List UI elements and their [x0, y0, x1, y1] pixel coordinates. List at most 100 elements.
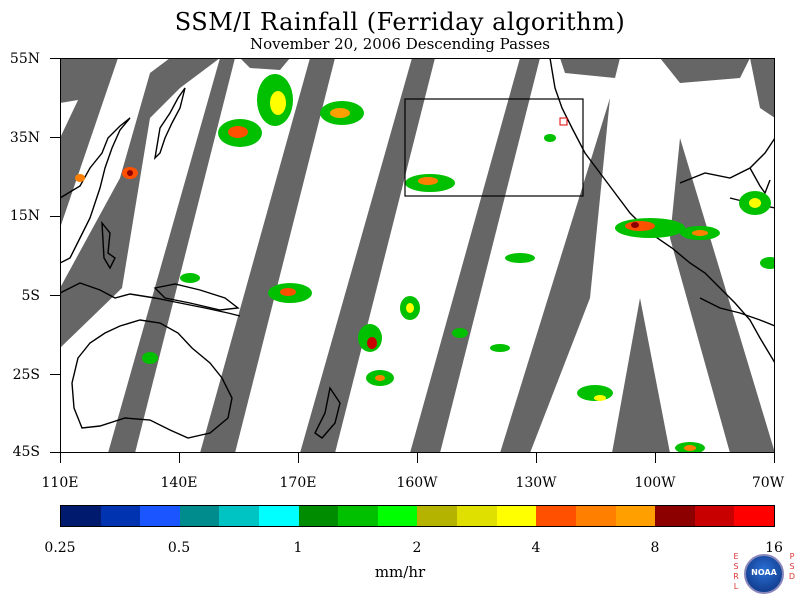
lon-label: 110E — [41, 475, 79, 491]
indonesia-coast — [60, 282, 241, 317]
colorbar-swatch — [457, 506, 497, 526]
lon-tick — [298, 453, 299, 463]
rain-patch — [127, 170, 133, 176]
philippines-coast — [101, 220, 116, 270]
swath-gap — [60, 58, 118, 228]
rain-patches — [75, 74, 775, 453]
colorbar-swatch — [100, 506, 141, 526]
asia-coast — [60, 117, 131, 264]
colorbar-label: 16 — [765, 540, 783, 556]
lat-label: 35N — [9, 130, 40, 146]
location-marker — [559, 117, 568, 126]
swath-gaps — [60, 58, 775, 453]
lon-tick — [774, 453, 775, 463]
units-label: mm/hr — [374, 563, 426, 581]
lon-label: 170E — [279, 475, 317, 491]
colorbar-label: 0.5 — [167, 540, 191, 556]
swath-gap — [410, 58, 540, 453]
colorbar-swatch — [338, 506, 378, 526]
colorbar-label: 2 — [412, 540, 422, 556]
florida-coast — [749, 167, 771, 195]
lat-label: 25S — [12, 367, 40, 383]
rainfall-map — [60, 58, 775, 453]
colorbar-swatch — [219, 506, 260, 526]
colorbar — [60, 505, 775, 527]
colorbar-swatch — [655, 506, 695, 526]
colorbar-swatch — [575, 506, 616, 526]
rain-patch — [692, 230, 708, 236]
rain-patch — [75, 174, 85, 182]
rain-patch — [330, 108, 350, 118]
rain-patch — [406, 303, 414, 313]
rain-patch — [594, 395, 606, 401]
rain-patch — [760, 257, 775, 269]
lon-tick — [536, 453, 537, 463]
lat-label: 15N — [9, 208, 40, 224]
swath-gap — [560, 58, 620, 78]
map-subtitle: November 20, 2006 Descending Passes — [249, 35, 550, 53]
swath-gap — [670, 138, 775, 453]
rain-patch — [544, 134, 556, 142]
colorbar-swatch — [417, 506, 458, 526]
lat-tick — [50, 137, 60, 138]
north-america-coast — [549, 58, 775, 364]
new-guinea-coast — [153, 283, 240, 311]
colorbar-swatch — [615, 506, 656, 526]
rain-patch — [270, 91, 286, 115]
colorbar-swatch — [298, 506, 339, 526]
colorbar-swatch — [259, 506, 299, 526]
colorbar-label: 8 — [650, 540, 660, 556]
lat-tick — [50, 216, 60, 217]
logo-center-text: NOAA — [751, 568, 777, 577]
rain-patch — [142, 352, 158, 364]
lat-tick — [50, 374, 60, 375]
lat-tick — [50, 295, 60, 296]
swath-gap — [108, 58, 235, 453]
colorbar-swatch — [496, 506, 537, 526]
rain-patch — [631, 222, 639, 228]
colorbar-swatch — [140, 506, 180, 526]
lat-label: 45S — [12, 444, 40, 460]
map-svg — [60, 58, 775, 453]
rain-patch — [367, 337, 377, 349]
rain-patch — [418, 177, 438, 185]
lon-label: 70W — [751, 475, 785, 491]
colorbar-label: 1 — [293, 540, 303, 556]
colorbar-swatch — [694, 506, 735, 526]
map-title: SSM/I Rainfall (Ferriday algorithm) — [174, 8, 626, 36]
rain-patch — [280, 288, 296, 296]
noaa-logo-icon: NOAA — [744, 554, 784, 594]
rain-patch — [180, 273, 200, 283]
rain-patch — [749, 198, 761, 208]
colorbar-swatch — [179, 506, 220, 526]
lat-tick — [50, 58, 60, 59]
rain-patch — [375, 375, 385, 381]
lat-tick — [50, 452, 60, 453]
rain-patch — [452, 328, 468, 338]
rain-patch — [490, 344, 510, 352]
swath-gap — [300, 58, 435, 453]
australia-coast — [71, 319, 233, 439]
lon-tick — [60, 453, 61, 463]
gulf-coast — [679, 137, 775, 184]
rain-patch — [625, 221, 655, 231]
rain-patch — [505, 253, 535, 263]
new-zealand-coast — [314, 386, 341, 439]
lat-label: 5S — [21, 288, 41, 304]
swath-gap — [750, 58, 775, 118]
rain-patch — [684, 445, 696, 451]
south-america-coast — [699, 297, 775, 327]
colorbar-swatch — [61, 506, 101, 526]
colorbar-label: 4 — [531, 540, 541, 556]
lon-label: 130W — [515, 475, 557, 491]
colorbar-swatch — [734, 506, 774, 526]
lon-label: 140E — [160, 475, 198, 491]
swath-gap — [612, 298, 670, 453]
swath-gap — [200, 58, 335, 453]
lon-tick — [655, 453, 656, 463]
lon-tick — [179, 453, 180, 463]
japan-coast — [153, 87, 186, 161]
colorbar-swatch — [377, 506, 418, 526]
